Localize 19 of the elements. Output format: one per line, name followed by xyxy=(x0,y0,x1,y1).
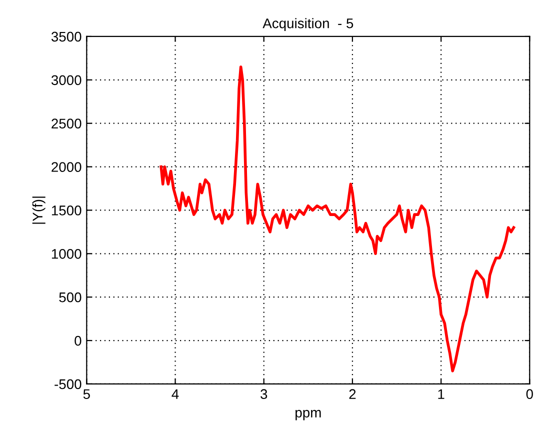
chart-title: Acquisition - 5 xyxy=(262,18,354,32)
x-tick-label: 3 xyxy=(260,389,268,400)
y-tick-label: 3500 xyxy=(51,32,82,42)
y-tick-label: 3000 xyxy=(51,75,82,86)
x-axis-title: ppm xyxy=(296,410,321,420)
y-tick-label: 1000 xyxy=(52,248,82,259)
y-tick-label: 0 xyxy=(74,336,82,346)
y-tick-label: 1500 xyxy=(52,206,82,216)
y-tick-label: 500 xyxy=(59,292,82,302)
line-series xyxy=(160,65,516,372)
x-tick-label: 5 xyxy=(83,389,90,400)
x-tick-label: 4 xyxy=(172,389,179,399)
x-tick-label: 0 xyxy=(526,389,533,400)
y-tick-label: -500 xyxy=(54,379,82,390)
x-tick-label: 2 xyxy=(349,389,356,399)
y-axis-title: |Y(f)| xyxy=(32,196,46,224)
y-tick-label: 2000 xyxy=(52,162,82,172)
x-tick-label: 1 xyxy=(438,389,444,399)
y-tick-label: 2500 xyxy=(52,118,82,129)
